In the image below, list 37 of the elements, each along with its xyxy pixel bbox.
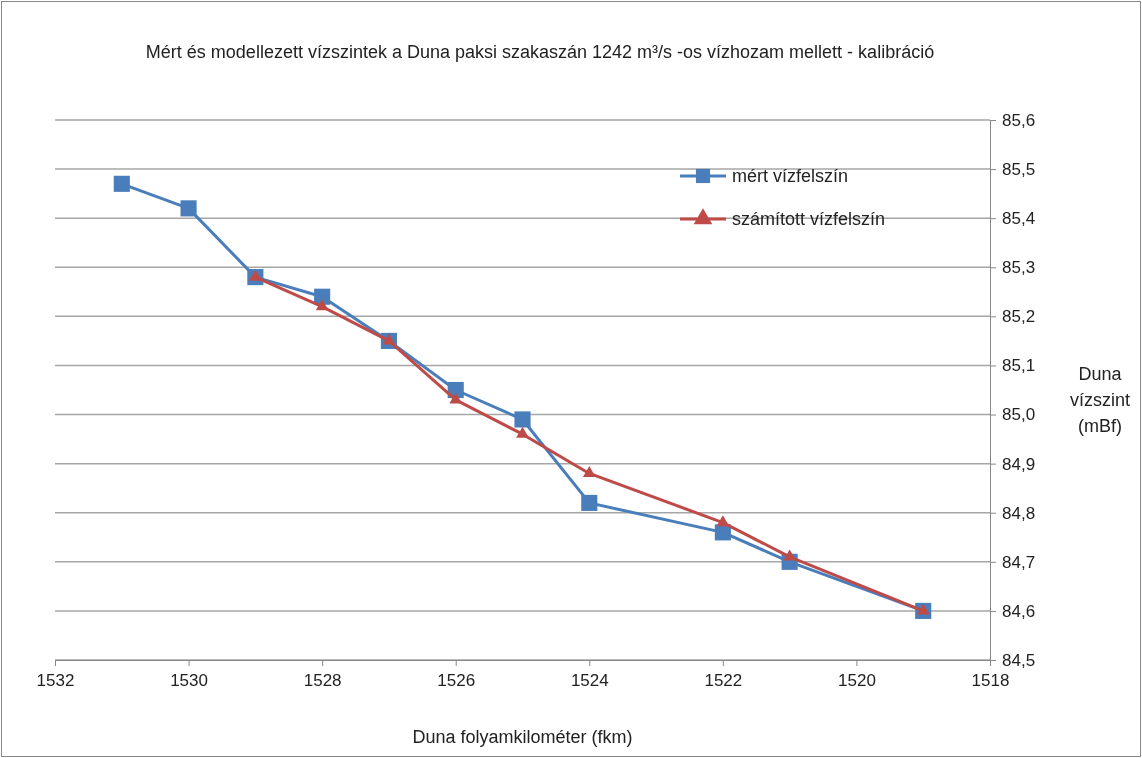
- y-tick-label: 84,5: [1002, 650, 1036, 670]
- x-tick-label: 1530: [170, 671, 208, 691]
- y-tick-label: 85,3: [1002, 258, 1036, 278]
- chart-title: Mért és modellezett vízszintek a Duna paksi szakaszán 1242 m³/s -os vízhozam mellett - kalibráció: [145, 42, 935, 62]
- x-tick-label: 1520: [838, 671, 876, 691]
- x-tick-label: 1522: [704, 671, 743, 691]
- point: [716, 515, 730, 527]
- legend-label: számított vízfelszín: [732, 209, 886, 229]
- point: [113, 175, 130, 192]
- y-tick-label: 85,1: [1002, 356, 1036, 376]
- y-tick-label: 85,4: [1002, 209, 1036, 229]
- y-tick-label: 85,2: [1002, 307, 1036, 327]
- y-tick-label: 84,9: [1002, 454, 1036, 474]
- y-tick-label: 84,8: [1002, 503, 1036, 523]
- x-axis-title: Duna folyamkilométer (fkm): [412, 727, 633, 747]
- x-tick-label: 1518: [971, 671, 1010, 691]
- point: [783, 549, 796, 561]
- x-tick-label: 1524: [570, 671, 609, 691]
- y-tick-label: 85,0: [1002, 405, 1036, 425]
- point: [514, 411, 531, 428]
- x-tick-label: 1528: [303, 671, 342, 691]
- point: [516, 426, 529, 438]
- point: [180, 200, 197, 217]
- point: [582, 466, 596, 478]
- legend-label: mért vízfelszín: [732, 166, 849, 186]
- point: [449, 392, 463, 404]
- y-tick-label: 85,6: [1002, 110, 1036, 130]
- point: [581, 494, 598, 511]
- x-tick-label: 1532: [36, 671, 75, 691]
- y-tick-label: 85,5: [1002, 160, 1036, 180]
- point: [315, 299, 329, 311]
- point: [916, 603, 930, 615]
- y-axis-title: Duna vízszint (mBf): [1069, 364, 1131, 436]
- y-tick-label: 84,6: [1002, 601, 1036, 621]
- y-tick-label: 84,7: [1002, 552, 1036, 572]
- x-tick-label: 1526: [437, 671, 476, 691]
- point: [382, 333, 396, 345]
